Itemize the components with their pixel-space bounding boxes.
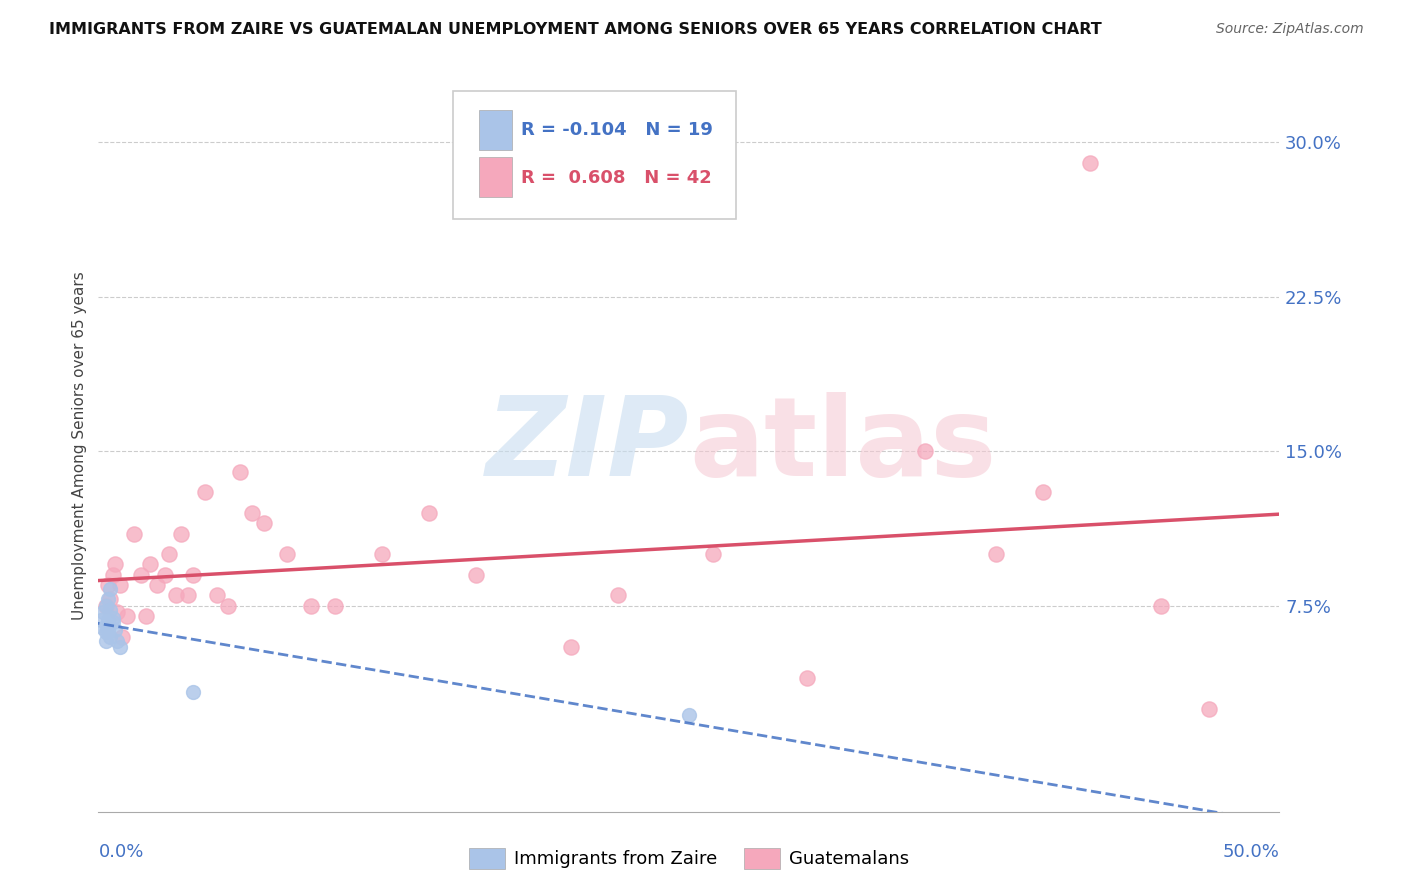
Text: atlas: atlas bbox=[689, 392, 997, 500]
Point bbox=[97, 624, 120, 638]
Point bbox=[371, 547, 394, 561]
Point bbox=[146, 578, 169, 592]
Legend: Immigrants from Zaire, Guatemalans: Immigrants from Zaire, Guatemalans bbox=[461, 840, 917, 876]
Point bbox=[122, 526, 145, 541]
Point bbox=[108, 578, 131, 592]
Point bbox=[914, 444, 936, 458]
FancyBboxPatch shape bbox=[453, 91, 737, 219]
Text: Source: ZipAtlas.com: Source: ZipAtlas.com bbox=[1216, 22, 1364, 37]
Point bbox=[217, 599, 239, 613]
Point bbox=[1198, 702, 1220, 716]
Point bbox=[229, 465, 252, 479]
Point bbox=[101, 611, 124, 625]
Point bbox=[98, 582, 121, 597]
Point bbox=[796, 671, 818, 685]
FancyBboxPatch shape bbox=[478, 157, 512, 197]
Point bbox=[111, 630, 134, 644]
Point bbox=[98, 630, 121, 644]
Point bbox=[1032, 485, 1054, 500]
Point bbox=[276, 547, 298, 561]
FancyBboxPatch shape bbox=[478, 110, 512, 150]
Text: 0.0%: 0.0% bbox=[98, 843, 143, 861]
Point bbox=[94, 625, 117, 640]
Point bbox=[98, 603, 121, 617]
Point bbox=[94, 599, 117, 613]
Point bbox=[94, 599, 117, 613]
Point bbox=[984, 547, 1007, 561]
Text: IMMIGRANTS FROM ZAIRE VS GUATEMALAN UNEMPLOYMENT AMONG SENIORS OVER 65 YEARS COR: IMMIGRANTS FROM ZAIRE VS GUATEMALAN UNEM… bbox=[49, 22, 1102, 37]
Point bbox=[177, 588, 200, 602]
Point bbox=[97, 613, 120, 627]
Point bbox=[181, 685, 204, 699]
Point bbox=[101, 567, 124, 582]
Point bbox=[108, 640, 131, 654]
Point bbox=[1150, 599, 1173, 613]
Point bbox=[97, 578, 120, 592]
Point bbox=[91, 621, 114, 635]
Point bbox=[157, 547, 180, 561]
Point bbox=[194, 485, 217, 500]
Point bbox=[115, 609, 138, 624]
Text: 50.0%: 50.0% bbox=[1223, 843, 1279, 861]
Point bbox=[91, 605, 114, 619]
Point bbox=[98, 592, 121, 607]
Point bbox=[418, 506, 440, 520]
Point bbox=[105, 633, 128, 648]
Point bbox=[205, 588, 228, 602]
Text: R = -0.104   N = 19: R = -0.104 N = 19 bbox=[522, 121, 713, 139]
Y-axis label: Unemployment Among Seniors over 65 years: Unemployment Among Seniors over 65 years bbox=[72, 272, 87, 620]
Point bbox=[165, 588, 187, 602]
Point bbox=[181, 567, 204, 582]
Point bbox=[253, 516, 276, 531]
Point bbox=[465, 567, 488, 582]
Text: ZIP: ZIP bbox=[485, 392, 689, 500]
Point bbox=[105, 605, 128, 619]
Point bbox=[153, 567, 176, 582]
Point bbox=[240, 506, 263, 520]
Point bbox=[1080, 155, 1102, 169]
Text: R =  0.608   N = 42: R = 0.608 N = 42 bbox=[522, 169, 711, 186]
Point bbox=[560, 640, 582, 654]
Point bbox=[139, 558, 162, 572]
Point bbox=[90, 613, 112, 627]
Point bbox=[104, 624, 127, 638]
Point bbox=[607, 588, 630, 602]
Point bbox=[101, 615, 124, 629]
Point bbox=[135, 609, 157, 624]
Point bbox=[94, 633, 117, 648]
Point bbox=[129, 567, 152, 582]
Point bbox=[170, 526, 193, 541]
Point bbox=[678, 707, 700, 722]
Point bbox=[323, 599, 346, 613]
Point bbox=[702, 547, 724, 561]
Point bbox=[299, 599, 322, 613]
Point bbox=[97, 592, 120, 607]
Point bbox=[104, 558, 127, 572]
